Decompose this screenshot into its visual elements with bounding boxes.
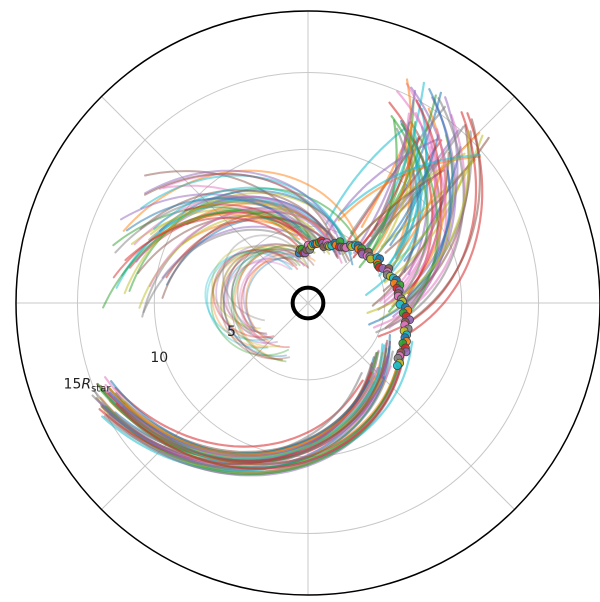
trajectory-line (403, 112, 484, 339)
start-points (294, 236, 415, 371)
trajectory-lines (91, 78, 490, 477)
trajectory-line (125, 197, 311, 240)
star-marker (290, 285, 326, 321)
trajectory-line (139, 189, 338, 258)
trajectory-line (211, 251, 289, 349)
radial-gridline (76, 71, 540, 535)
trajectory-line (221, 250, 298, 335)
trajectory-line (368, 119, 398, 257)
trajectory-line (407, 99, 443, 295)
trajectory-line (391, 112, 437, 302)
trajectory-line (225, 260, 291, 339)
trajectory-line (240, 257, 309, 349)
trajectory-line (212, 248, 299, 339)
trajectory-line (211, 245, 294, 330)
trajectory-line (206, 249, 289, 349)
trajectory-line (144, 172, 339, 259)
trajectory-line (204, 251, 293, 342)
central-star (290, 285, 326, 321)
start-point (392, 361, 402, 371)
trajectory-line (114, 196, 326, 254)
trajectory-line (142, 228, 306, 314)
trajectory-line (230, 257, 295, 336)
trajectory-line (115, 341, 407, 470)
trajectory-line (231, 244, 316, 363)
trajectory-line (222, 250, 300, 358)
polar-grid (15, 10, 600, 596)
trajectory-line (120, 339, 389, 462)
trajectory-line (236, 248, 315, 340)
trajectory-line (379, 145, 417, 252)
trajectory-line (144, 169, 344, 251)
trajectory-line (219, 248, 302, 360)
trajectory-line (397, 164, 444, 257)
trajectory-line (366, 130, 471, 314)
trajectory-line (106, 366, 379, 458)
angular-gridline (101, 302, 309, 510)
trajectory-line (238, 253, 301, 346)
trajectory-line (242, 249, 312, 329)
trajectory-line (353, 89, 417, 254)
radial-tick-labels: 5 10 15Rstar (64, 324, 236, 395)
trajectory-line (210, 248, 301, 357)
trajectory-line (220, 245, 307, 348)
trajectory-line (226, 242, 309, 342)
trajectory-line (325, 127, 406, 225)
trajectory-line (407, 118, 481, 324)
trajectory-line (388, 142, 419, 267)
outer-boundary (15, 10, 600, 596)
trajectory-line (347, 169, 445, 248)
trajectory-line (368, 169, 451, 326)
trajectory-line (222, 243, 308, 361)
radial-tick-label: 5 (227, 324, 236, 340)
trajectory-line (215, 244, 306, 344)
trajectory-line (245, 256, 294, 333)
radial-tick-label: 15Rstar (64, 376, 112, 394)
trajectory-line (102, 209, 310, 309)
trajectory-line (222, 234, 310, 322)
trajectory-line (365, 126, 429, 296)
radial-tick-label: 10 (150, 350, 168, 366)
trajectory-line (231, 246, 299, 334)
angular-gridline (307, 302, 515, 510)
trajectory-line (339, 154, 481, 215)
trajectory-line (108, 379, 371, 455)
trajectory-line (233, 244, 317, 362)
